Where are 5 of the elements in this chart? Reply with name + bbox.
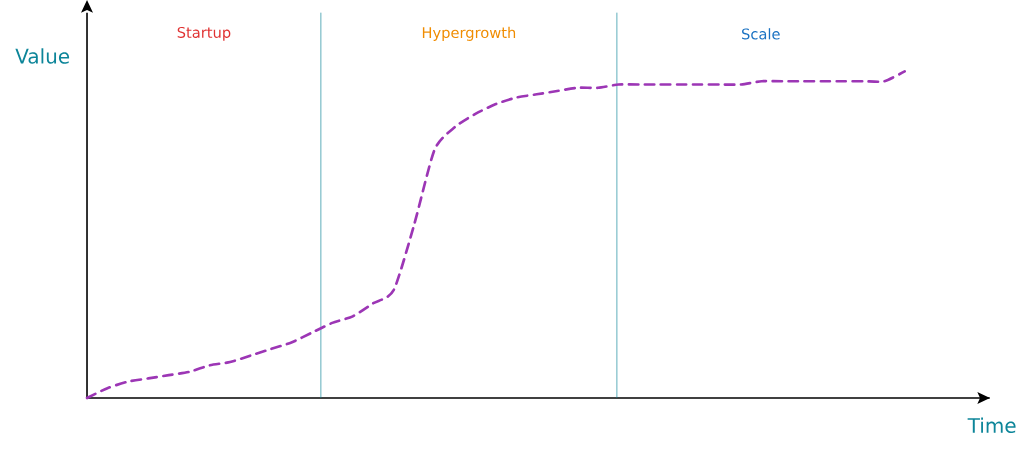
text: Startup (177, 26, 231, 41)
text: Hypergrowth (422, 26, 516, 41)
text: Scale (742, 28, 780, 40)
x-axis-title: Time (967, 417, 1016, 434)
y-axis-title: Value (15, 48, 70, 64)
